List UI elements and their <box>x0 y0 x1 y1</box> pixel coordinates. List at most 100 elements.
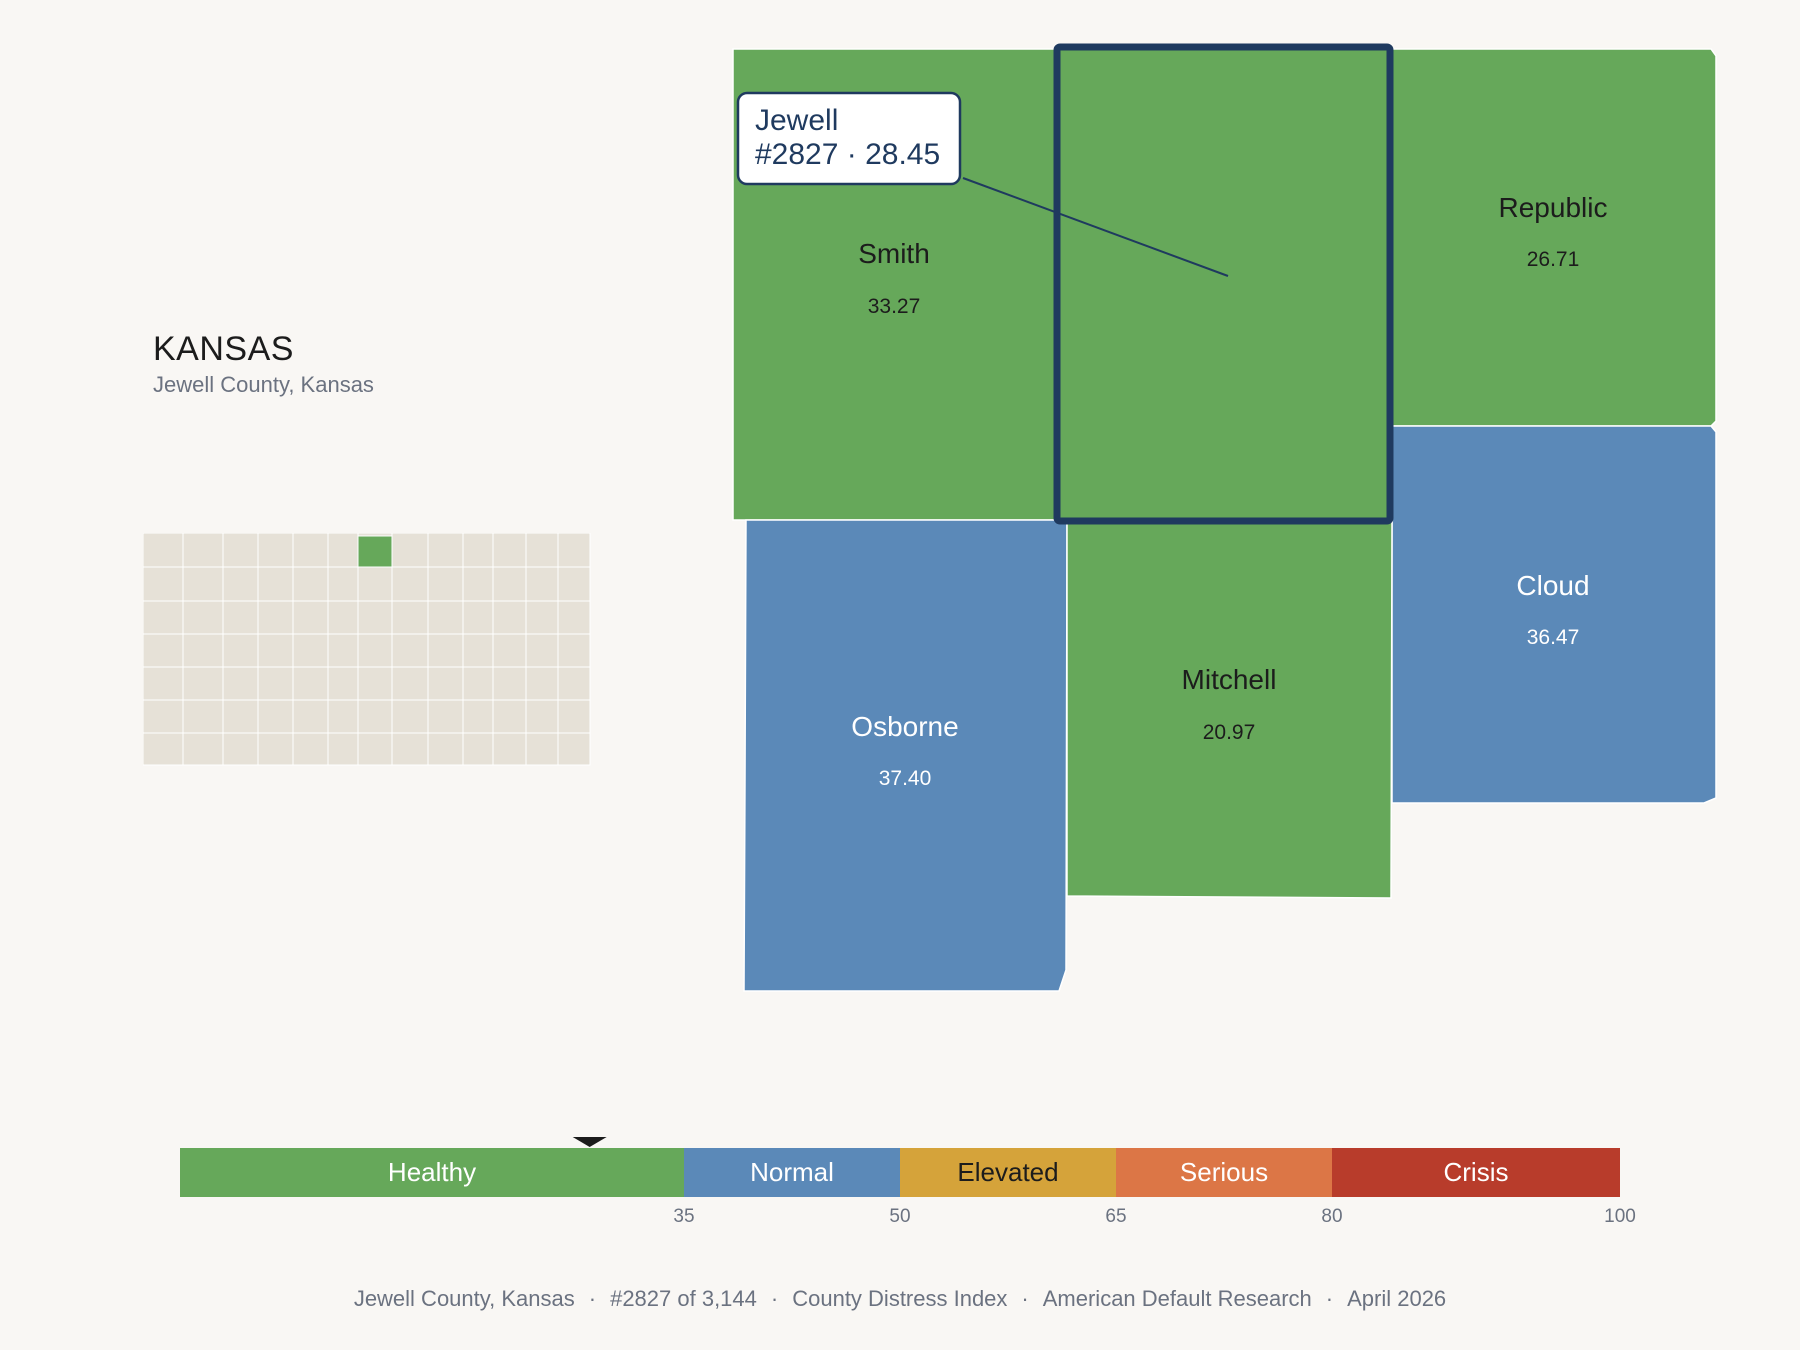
locator-county <box>357 666 393 701</box>
footer-separator: · <box>1325 1286 1334 1311</box>
locator-county <box>222 666 259 701</box>
county-label-cloud: Cloud <box>1516 570 1589 601</box>
scale-tick-label: 35 <box>673 1206 694 1227</box>
locator-county <box>143 566 184 602</box>
county-value-smith: 33.27 <box>868 295 921 318</box>
county-callout: Jewell #2827 · 28.45 <box>736 91 962 186</box>
scale-band-healthy <box>180 1148 684 1197</box>
county-mitchell[interactable]: Mitchell 20.97 <box>1066 519 1393 899</box>
locator-county <box>462 633 494 668</box>
scale-tick-label: 100 <box>1604 1206 1636 1227</box>
scale-band-label-healthy: Healthy <box>388 1157 476 1187</box>
locator-county <box>427 600 464 635</box>
locator-county <box>391 732 429 766</box>
county-jewell[interactable] <box>1056 45 1391 521</box>
scale-bands: Healthy Normal Elevated Serious Crisis <box>180 1148 1620 1197</box>
county-subtitle: Jewell County, Kansas <box>153 372 374 397</box>
locator-county <box>257 732 294 766</box>
locator-county <box>143 666 184 701</box>
locator-county <box>182 732 224 766</box>
locator-county <box>143 600 184 635</box>
locator-county <box>257 666 294 701</box>
locator-county <box>557 732 591 766</box>
footer-credits: Jewell County, Kansas · #2827 of 3,144 · Cou… <box>0 1286 1800 1312</box>
locator-county <box>143 699 184 734</box>
scale-band-label-normal: Normal <box>750 1157 834 1187</box>
footer-county: Jewell County, Kansas <box>353 1286 575 1311</box>
locator-county <box>222 600 259 635</box>
county-map: Smith 33.27 Republic 26.71 Cloud 36.47 O… <box>732 43 1717 992</box>
locator-county <box>427 633 464 668</box>
locator-county <box>462 732 494 766</box>
callout-rank-score: #2827 · 28.45 <box>755 138 940 171</box>
footer-separator: · <box>770 1286 779 1311</box>
locator-county <box>525 666 559 701</box>
scale-band-normal <box>684 1148 900 1197</box>
footer-date: April 2026 <box>1347 1286 1447 1311</box>
county-republic[interactable]: Republic 26.71 <box>1389 48 1717 427</box>
locator-county <box>427 732 464 766</box>
scale-band-elevated <box>900 1148 1116 1197</box>
footer-rank: #2827 of 3,144 <box>610 1286 757 1311</box>
locator-county <box>182 666 224 701</box>
locator-county <box>292 600 329 635</box>
county-value-osborne: 37.40 <box>879 767 932 790</box>
county-osborne[interactable]: Osborne 37.40 <box>743 519 1068 992</box>
scale-band-label-serious: Serious <box>1180 1157 1268 1187</box>
callout-leader-line <box>962 177 1229 277</box>
scale-band-label-crisis: Crisis <box>1444 1157 1509 1187</box>
locator-county <box>557 633 591 668</box>
locator-county <box>557 566 591 602</box>
footer-index-name: County Distress Index <box>792 1286 1008 1311</box>
locator-county <box>327 732 359 766</box>
selected-county-outline <box>1053 43 1394 525</box>
locator-county-grid <box>143 533 591 766</box>
county-label-republic: Republic <box>1499 192 1608 223</box>
locator-selected-county <box>357 535 393 568</box>
locator-county <box>182 566 224 602</box>
state-locator-map <box>143 533 591 766</box>
locator-county <box>427 666 464 701</box>
scale-tick-label: 65 <box>1105 1206 1126 1227</box>
footer-separator: · <box>1021 1286 1029 1311</box>
locator-county <box>327 566 359 602</box>
scale-tick-label: 80 <box>1321 1206 1342 1227</box>
locator-county <box>391 699 429 734</box>
locator-county <box>292 732 329 766</box>
locator-county <box>143 732 184 766</box>
locator-county <box>492 566 527 602</box>
footer-separator: · <box>588 1286 597 1311</box>
locator-county <box>143 533 184 568</box>
county-value-cloud: 36.47 <box>1527 626 1580 649</box>
locator-county <box>525 732 559 766</box>
scale-position-marker <box>572 1137 607 1147</box>
locator-county <box>391 633 429 668</box>
locator-county <box>257 699 294 734</box>
locator-county <box>492 732 527 766</box>
footer-source: American Default Research <box>1042 1286 1312 1311</box>
scale-band-crisis <box>1332 1148 1620 1197</box>
county-cloud[interactable]: Cloud 36.47 <box>1391 425 1717 804</box>
locator-county <box>292 699 329 734</box>
locator-county <box>292 566 329 602</box>
scale-tick-label: 50 <box>889 1206 910 1227</box>
locator-county <box>292 533 329 568</box>
county-label-mitchell: Mitchell <box>1182 664 1277 695</box>
locator-county <box>222 699 259 734</box>
county-label-osborne: Osborne <box>851 711 958 742</box>
callout-box <box>736 91 962 186</box>
locator-county <box>492 699 527 734</box>
scale-band-label-elevated: Elevated <box>957 1157 1058 1187</box>
scale-band-serious <box>1116 1148 1332 1197</box>
county-value-republic: 26.71 <box>1527 248 1580 271</box>
locator-county <box>557 600 591 635</box>
locator-county <box>462 699 494 734</box>
callout-county-name: Jewell <box>755 104 838 137</box>
scale-ticks: 35 50 65 80 100 <box>673 1206 1635 1227</box>
locator-county <box>257 600 294 635</box>
county-value-mitchell: 20.97 <box>1203 721 1256 744</box>
locator-county <box>222 732 259 766</box>
locator-county <box>557 666 591 701</box>
locator-county <box>182 600 224 635</box>
county-label-smith: Smith <box>858 238 930 269</box>
